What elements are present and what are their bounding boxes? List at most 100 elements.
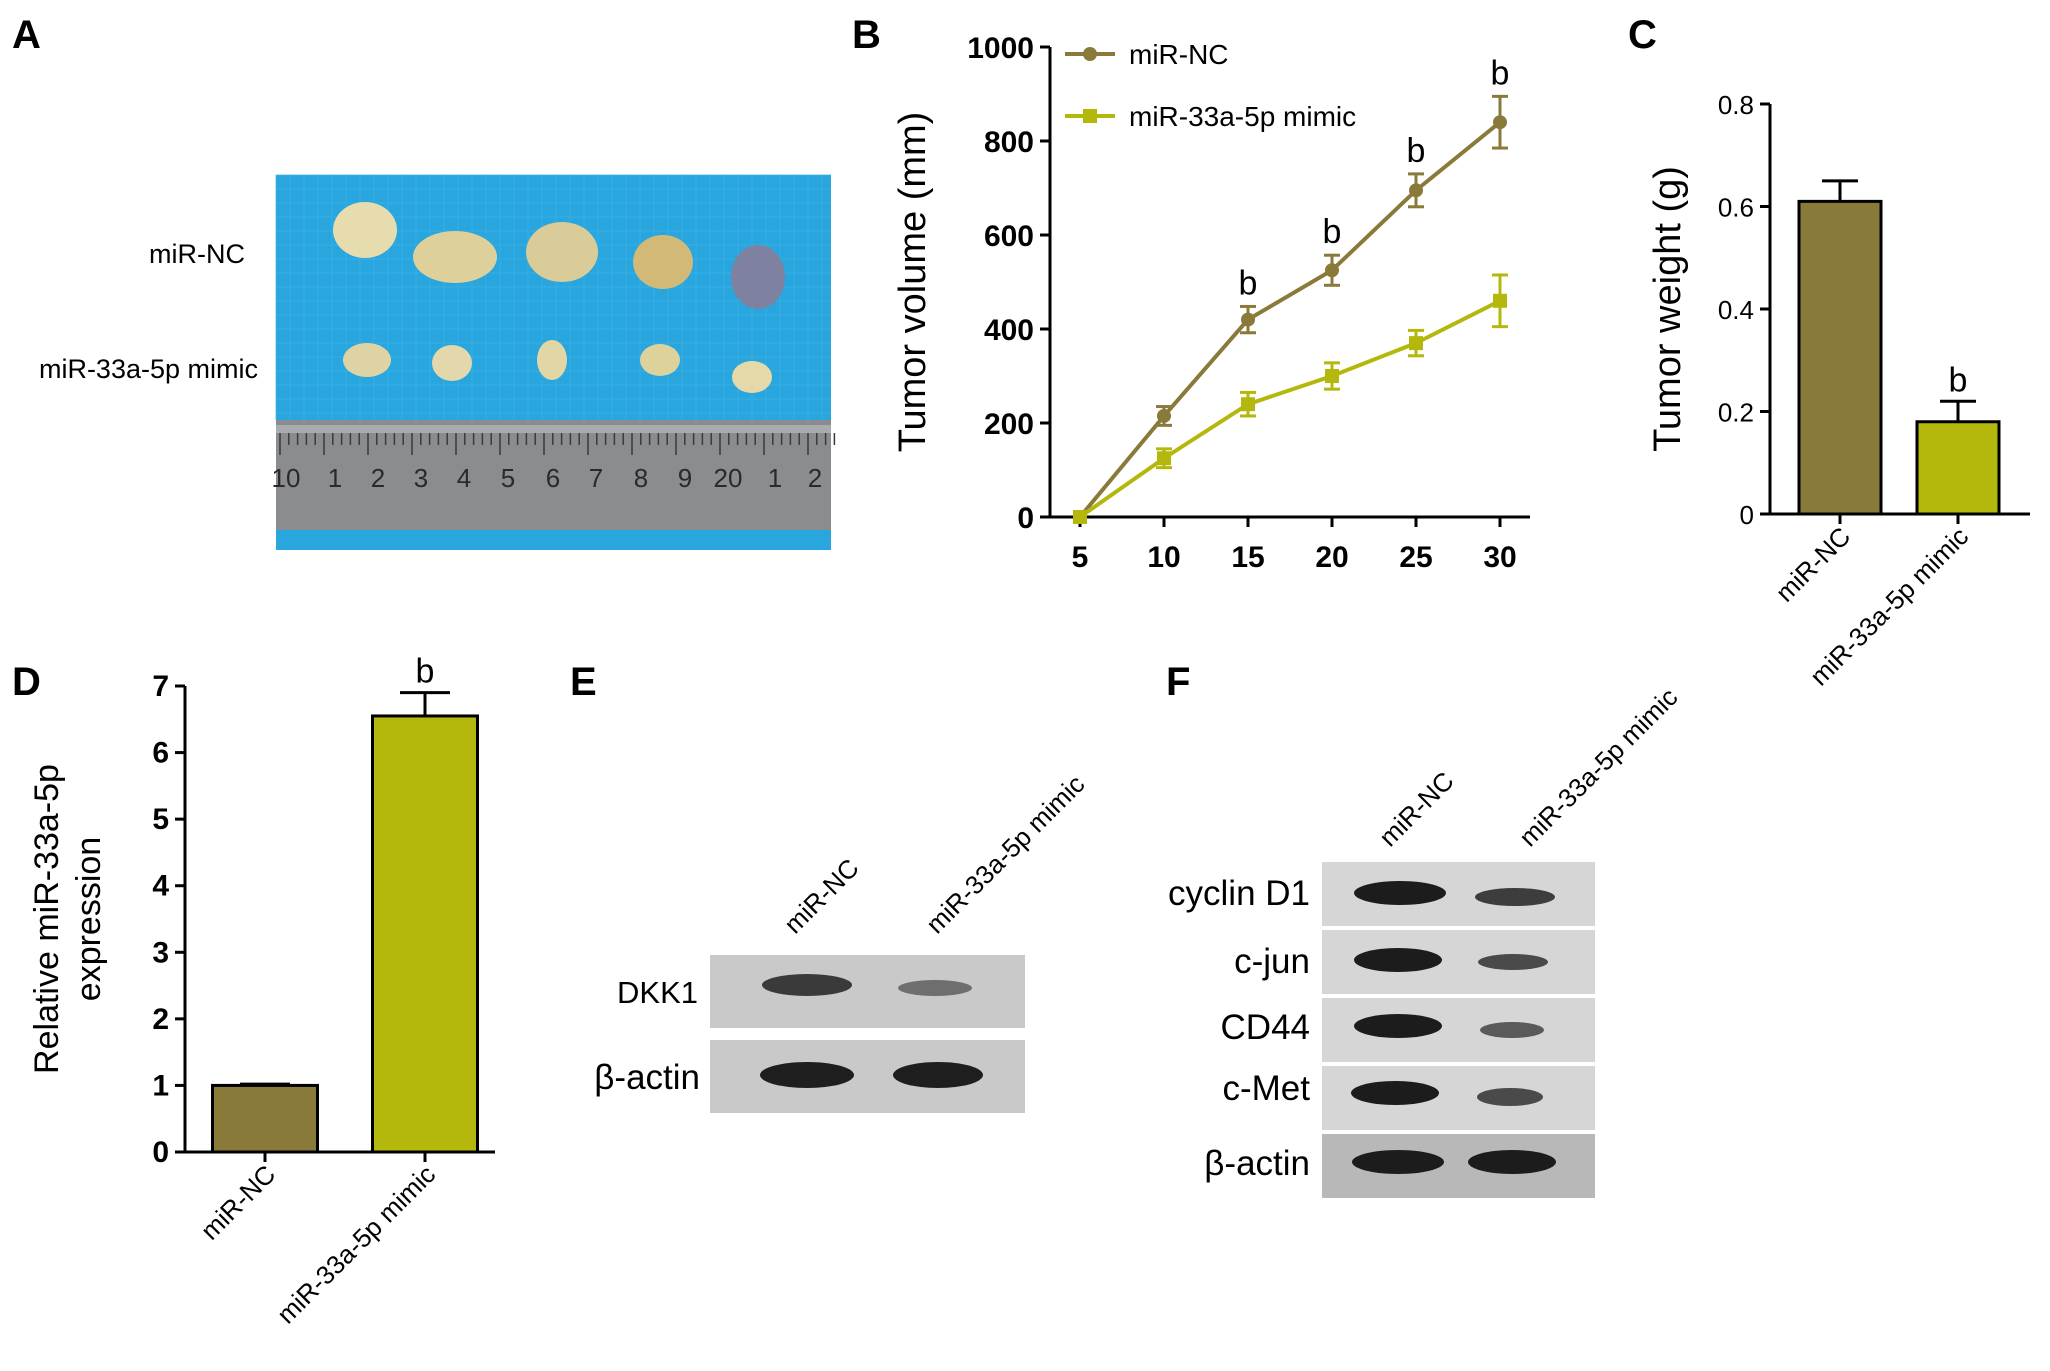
band-cyclin-d1-mimic [1475, 888, 1555, 906]
y-tick-label: 200 [984, 408, 1034, 441]
ruler-labels: 10 1 2 3 4 5 6 7 8 9 20 1 2 [272, 463, 823, 493]
blot-f-lane-nc: miR-NC [1373, 766, 1460, 853]
tumor-volume-chart: 0 200 400 600 800 1000 5 10 15 20 25 30 Tumor volume… [892, 32, 1530, 574]
significance-label: b [1239, 264, 1258, 302]
x-tick-label: miR-NC [1770, 521, 1857, 608]
y-tick-label: 0.6 [1718, 193, 1754, 223]
data-point [1325, 263, 1339, 278]
ruler-label: 6 [546, 463, 560, 493]
band-c-met-nc [1351, 1081, 1439, 1105]
blot-f-lane-mimic: miR-33a-5p mimic [1513, 682, 1683, 852]
data-point [1493, 115, 1507, 130]
y-tick-label: 0.2 [1718, 398, 1754, 428]
western-blot-f: miR-NC miR-33a-5p mimic cyclin D1 c-jun … [1168, 682, 1683, 1198]
y-axis-label-line-2: expression [70, 837, 108, 1001]
blot-f-label-cyclin-d1: cyclin D1 [1168, 874, 1310, 913]
panel-letter-f: F [1166, 660, 1190, 704]
bar [211, 1083, 319, 1154]
tumor-mimic-5 [732, 361, 772, 393]
legend-label: miR-NC [1129, 39, 1229, 70]
y-axis-label: Tumor volume (mm) [892, 112, 934, 453]
ruler-label: 7 [589, 463, 603, 493]
y-tick-label: 6 [152, 737, 169, 770]
significance-label: b [416, 653, 435, 691]
blot-f-label-c-met: c-Met [1223, 1069, 1311, 1108]
blot-f-label-actin: β-actin [1204, 1144, 1310, 1183]
data-point [1157, 451, 1171, 466]
data-point [1493, 293, 1507, 308]
tumor-nc-1 [333, 202, 397, 258]
blot-f-label-cd44: CD44 [1221, 1008, 1310, 1047]
y-tick-label: 4 [152, 870, 169, 903]
y-tick-label: 1 [152, 1069, 169, 1102]
y-tick-label: 800 [984, 126, 1034, 159]
y-tick-label: 3 [152, 936, 169, 969]
band-dkk1-nc [762, 974, 852, 996]
y-tick-label: 7 [152, 670, 169, 703]
x-tick-label: 5 [1072, 541, 1089, 574]
band-c-jun-nc [1354, 948, 1442, 972]
significance-label: b [1949, 361, 1968, 399]
panel-letter-a: A [12, 13, 41, 57]
x-tick-label: 15 [1231, 541, 1264, 574]
band-e-actin-nc [760, 1062, 854, 1088]
legend-label: miR-33a-5p mimic [1129, 101, 1356, 132]
x-tick-label: 10 [1147, 541, 1180, 574]
tumor-photo: 10 1 2 3 4 5 6 7 8 9 20 1 2 [272, 174, 836, 550]
panel-letter-c: C [1628, 13, 1657, 57]
band-c-met-mimic [1477, 1088, 1543, 1106]
band-cd44-nc [1354, 1014, 1442, 1038]
panel-letter-d: D [12, 660, 41, 704]
band-c-jun-mimic [1478, 954, 1548, 970]
tumor-nc-2 [413, 231, 497, 283]
data-point [1325, 369, 1339, 383]
ruler-label: 9 [678, 463, 692, 493]
ruler-label: 2 [808, 463, 822, 493]
ruler-label: 1 [328, 463, 342, 493]
y-tick-label: 0 [152, 1136, 169, 1169]
y-axis-label-line-1: Relative miR-33a-5p [28, 764, 66, 1074]
blot-e-strip-dkk1 [710, 955, 1025, 1028]
tumor-mimic-4 [640, 344, 680, 376]
band-cyclin-d1-nc [1354, 881, 1446, 905]
significance-label: b [1323, 213, 1342, 251]
ruler-label: 2 [371, 463, 385, 493]
band-f-actin-nc [1352, 1150, 1444, 1174]
x-tick-label: miR-33a-5p mimic [271, 1159, 441, 1329]
tumor-mimic-3 [537, 340, 567, 380]
y-tick-label: 0.4 [1718, 295, 1754, 325]
tumor-row-nc [333, 202, 785, 309]
y-tick-label: 1000 [967, 32, 1034, 65]
band-cd44-mimic [1480, 1022, 1544, 1038]
ruler-label: 10 [272, 463, 301, 493]
data-point [1157, 408, 1171, 423]
x-tick-label: 30 [1483, 541, 1516, 574]
bar [371, 714, 479, 1154]
ruler-label: 3 [414, 463, 428, 493]
blot-e-label-dkk1: DKK1 [617, 975, 698, 1010]
blot-f-label-c-jun: c-jun [1234, 942, 1310, 981]
x-tick-label: 25 [1399, 541, 1432, 574]
bar [1915, 420, 2001, 516]
tumor-nc-5 [731, 245, 785, 309]
series-line [1078, 120, 1502, 519]
x-tick-label: miR-NC [195, 1159, 282, 1246]
y-tick-label: 0.8 [1718, 90, 1754, 120]
y-axis-label: Tumor weight (g) [1647, 166, 1689, 452]
tumor-nc-3 [526, 222, 598, 282]
panel-letter-e: E [570, 660, 597, 704]
y-tick-label: 2 [152, 1003, 169, 1036]
y-tick-label: 5 [152, 803, 169, 836]
tumor-nc-4 [633, 235, 693, 289]
band-f-actin-mimic [1468, 1150, 1556, 1174]
band-e-actin-mimic [893, 1062, 983, 1088]
data-point [1241, 397, 1255, 412]
ruler-label: 8 [634, 463, 648, 493]
western-blot-e: miR-NC miR-33a-5p mimic DKK1 β-actin [594, 769, 1090, 1113]
photo-row-label-mimic: miR-33a-5p mimic [39, 354, 258, 384]
data-point [1409, 183, 1423, 198]
y-tick-label: 0 [1017, 502, 1034, 535]
